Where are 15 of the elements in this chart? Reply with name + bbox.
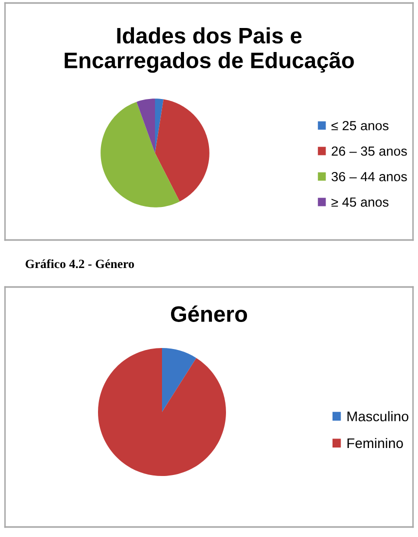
legend-label: ≥ 45 anos bbox=[331, 198, 388, 207]
pie-slice bbox=[155, 99, 210, 202]
legend-label: 26 – 35 anos bbox=[332, 146, 407, 156]
pie-slice bbox=[136, 98, 155, 153]
legend-label: ≤ 25 anos bbox=[331, 120, 388, 130]
chart-title: Idades dos Pais e Encarregados de Educação bbox=[64, 27, 354, 73]
legend-label: Masculino bbox=[348, 411, 408, 422]
text: Gráfico 4.2 - Género bbox=[26, 259, 134, 268]
legend-label: 36 – 44 anos bbox=[332, 172, 407, 182]
pie-slice bbox=[98, 348, 226, 476]
pie-slice bbox=[100, 102, 180, 208]
legend-label: Feminino bbox=[348, 438, 403, 448]
pie-slice bbox=[155, 98, 164, 153]
chart-title: Género bbox=[171, 305, 248, 322]
pie-slice bbox=[162, 348, 196, 412]
